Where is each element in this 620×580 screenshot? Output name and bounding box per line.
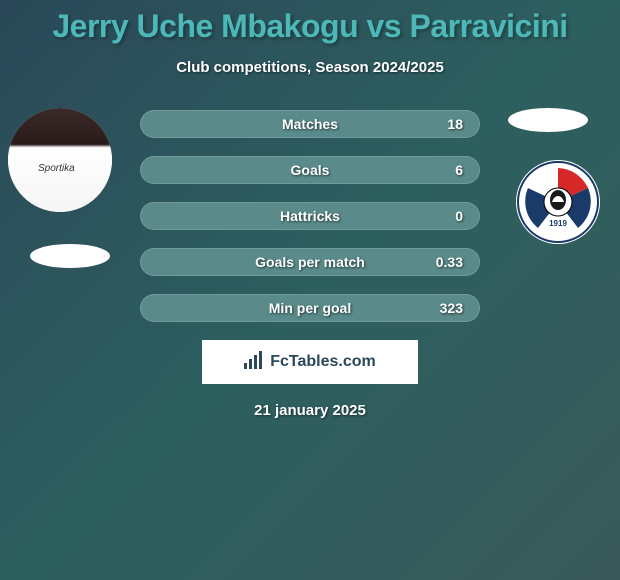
stat-label: Goals: [291, 162, 330, 178]
stat-bar-matches: Matches 18: [140, 110, 480, 138]
date-text: 21 january 2025: [0, 402, 620, 419]
club-crest-right: 1919: [516, 160, 600, 244]
stat-bar-goals-per-match: Goals per match 0.33: [140, 248, 480, 276]
team-badge-left: [30, 244, 110, 268]
stat-bar-min-per-goal: Min per goal 323: [140, 294, 480, 322]
team-badge-right: [508, 108, 588, 132]
stat-label: Hattricks: [280, 208, 340, 224]
season-subtitle: Club competitions, Season 2024/2025: [0, 59, 620, 76]
stat-right-value: 18: [447, 116, 463, 132]
stat-bar-goals: Goals 6: [140, 156, 480, 184]
chart-icon: [244, 351, 264, 374]
fctables-logo: FcTables.com: [202, 340, 418, 384]
svg-text:1919: 1919: [549, 219, 567, 228]
stat-right-value: 6: [455, 162, 463, 178]
stat-right-value: 0.33: [436, 254, 463, 270]
main-comparison-area: 1919 Matches 18 Goals 6 Hattricks 0 Goal…: [0, 100, 620, 322]
player-avatar-left: [8, 108, 112, 212]
stat-right-value: 0: [455, 208, 463, 224]
logo-text: FcTables.com: [270, 353, 376, 371]
comparison-title: Jerry Uche Mbakogu vs Parravicini: [0, 0, 620, 45]
stat-right-value: 323: [440, 300, 463, 316]
stat-label: Goals per match: [255, 254, 365, 270]
stats-container: Matches 18 Goals 6 Hattricks 0 Goals per…: [140, 100, 480, 322]
stat-bar-hattricks: Hattricks 0: [140, 202, 480, 230]
stat-label: Matches: [282, 116, 338, 132]
stat-label: Min per goal: [269, 300, 351, 316]
